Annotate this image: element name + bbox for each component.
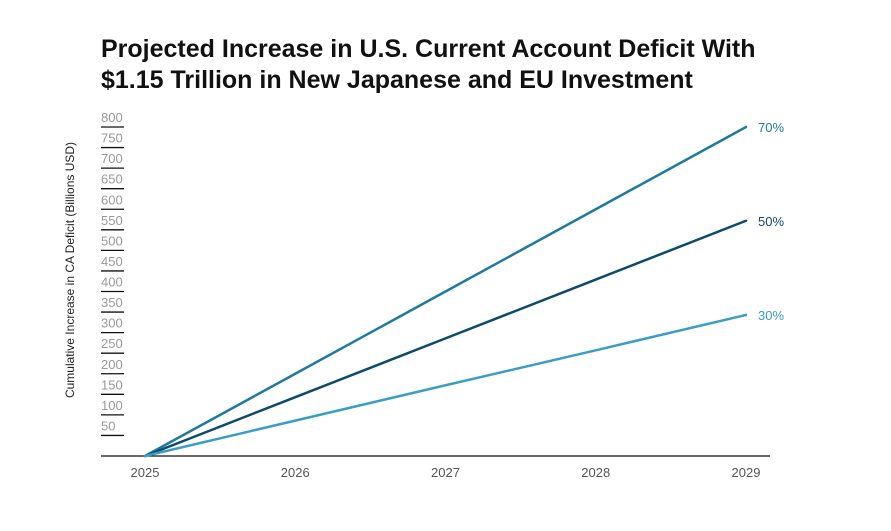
y-tick-label-250: 250: [101, 336, 123, 351]
x-tick-label-2028: 2028: [581, 465, 610, 480]
x-axis: 2025 2026 2027 2028 2029: [131, 465, 761, 480]
y-tick-label-800: 800: [101, 110, 123, 125]
chart-title: Projected Increase in U.S. Current Accou…: [101, 34, 801, 96]
y-tick-label-550: 550: [101, 213, 123, 228]
y-tick-label-650: 650: [101, 172, 123, 187]
chart-title-line-2: $1.15 Trillion in New Japanese and EU In…: [101, 66, 693, 94]
series-end-label-50pct: 50%: [758, 214, 784, 229]
y-tick-label-50: 50: [101, 418, 115, 433]
y-tick-label-600: 600: [101, 192, 123, 207]
y-tick-label-300: 300: [101, 316, 123, 331]
y-tick-label-400: 400: [101, 275, 123, 290]
y-tick-label-750: 750: [101, 131, 123, 146]
y-tick-label-100: 100: [101, 398, 123, 413]
x-tick-label-2025: 2025: [131, 465, 160, 480]
series-lines: [143, 125, 748, 458]
y-tick-label-450: 450: [101, 254, 123, 269]
series-line-70pct: [143, 125, 748, 458]
series-line-30pct: [143, 313, 748, 458]
y-tick-label-500: 500: [101, 233, 123, 248]
chart-title-line-1: Projected Increase in U.S. Current Accou…: [101, 35, 756, 63]
series-end-label-70pct: 70%: [758, 120, 784, 135]
y-tick-label-700: 700: [101, 151, 123, 166]
y-tick-label-200: 200: [101, 357, 123, 372]
series-labels: 70% 50% 30%: [758, 120, 784, 323]
y-tick-label-150: 150: [101, 377, 123, 392]
x-tick-label-2026: 2026: [281, 465, 310, 480]
y-tick-label-350: 350: [101, 295, 123, 310]
y-axis-label: Cumulative Increase in CA Deficit (Billi…: [63, 142, 77, 398]
y-axis: 50 100 150 200 250 300 350 400 450 500 550 600 650 70…: [101, 110, 124, 437]
series-end-label-30pct: 30%: [758, 308, 784, 323]
x-tick-label-2029: 2029: [732, 465, 761, 480]
x-tick-label-2027: 2027: [431, 465, 460, 480]
series-line-50pct: [143, 219, 748, 458]
